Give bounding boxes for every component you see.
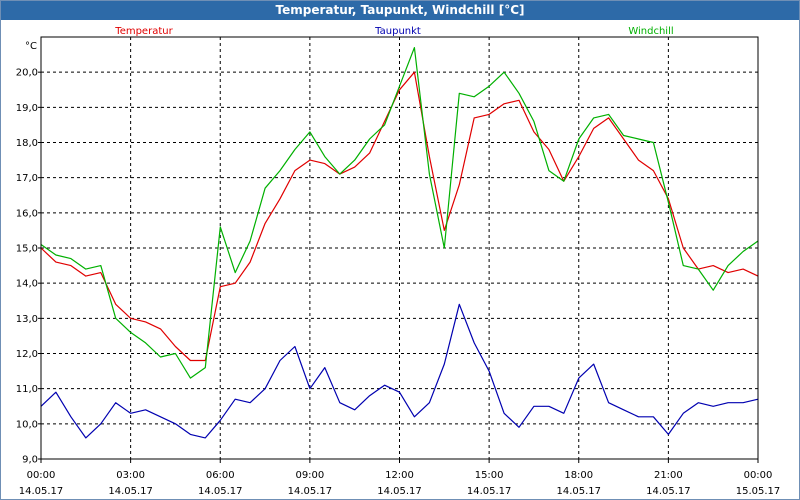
window-title: Temperatur, Taupunkt, Windchill [°C]	[1, 1, 799, 20]
y-tick-label: 14,0	[16, 279, 38, 290]
axis-ticks	[38, 71, 759, 463]
y-tick-label: 17,0	[16, 173, 38, 184]
chart-svg: 9,0 10,0 11,0 12,0 13,0 14,0 15,0 16,0 17,0 18,0 1…	[16, 26, 781, 497]
x-tick-time-label: 06:00	[206, 470, 235, 481]
y-tick-label: 12,0	[16, 349, 38, 360]
y-tick-label: 13,0	[16, 314, 38, 325]
y-tick-label: 18,0	[16, 138, 38, 149]
y-tick-label: 11,0	[16, 384, 38, 395]
legend-item-taupunkt: Taupunkt	[374, 26, 421, 37]
y-tick-label: 15,0	[16, 244, 38, 255]
x-tick-date-label: 14.05.17	[108, 486, 153, 497]
series-line-taupunkt	[40, 303, 759, 439]
x-tick-time-label: 21:00	[654, 470, 683, 481]
y-axis-unit: °C	[25, 41, 37, 52]
x-tick-time-label: 15:00	[475, 470, 504, 481]
y-axis-labels: 9,0 10,0 11,0 12,0 13,0 14,0 15,0 16,0 17,0 18,0 1…	[16, 68, 38, 466]
x-axis-labels: 00:00 14.05.17 03:00 14.05.17 06:00 14.05.17 0…	[19, 470, 781, 497]
x-tick-time-label: 18:00	[564, 470, 593, 481]
x-tick-time-label: 03:00	[116, 470, 145, 481]
x-tick-time-label: 00:00	[744, 470, 773, 481]
legend-item-temperatur: Temperatur	[114, 26, 173, 37]
x-tick-date-label: 14.05.17	[467, 486, 512, 497]
x-tick-date-label: 15.05.17	[736, 486, 781, 497]
legend-item-windchill: Windchill	[628, 26, 673, 37]
x-tick-time-label: 09:00	[295, 470, 324, 481]
series-line-temperatur	[40, 71, 759, 362]
y-tick-label: 16,0	[16, 208, 38, 219]
x-tick-date-label: 14.05.17	[19, 486, 64, 497]
y-tick-label: 10,0	[16, 419, 38, 430]
gridlines	[41, 37, 758, 459]
series-lines	[40, 47, 759, 439]
x-tick-date-label: 14.05.17	[646, 486, 691, 497]
y-tick-label: 9,0	[22, 455, 38, 466]
series-line-windchill	[40, 47, 759, 379]
x-tick-date-label: 14.05.17	[198, 486, 243, 497]
legend: Temperatur Taupunkt Windchill	[114, 26, 673, 37]
x-tick-date-label: 14.05.17	[377, 486, 422, 497]
y-tick-label: 20,0	[16, 68, 38, 79]
x-tick-date-label: 14.05.17	[288, 486, 333, 497]
x-tick-time-label: 12:00	[385, 470, 414, 481]
x-tick-time-label: 00:00	[27, 470, 56, 481]
y-tick-label: 19,0	[16, 103, 38, 114]
x-tick-date-label: 14.05.17	[556, 486, 601, 497]
